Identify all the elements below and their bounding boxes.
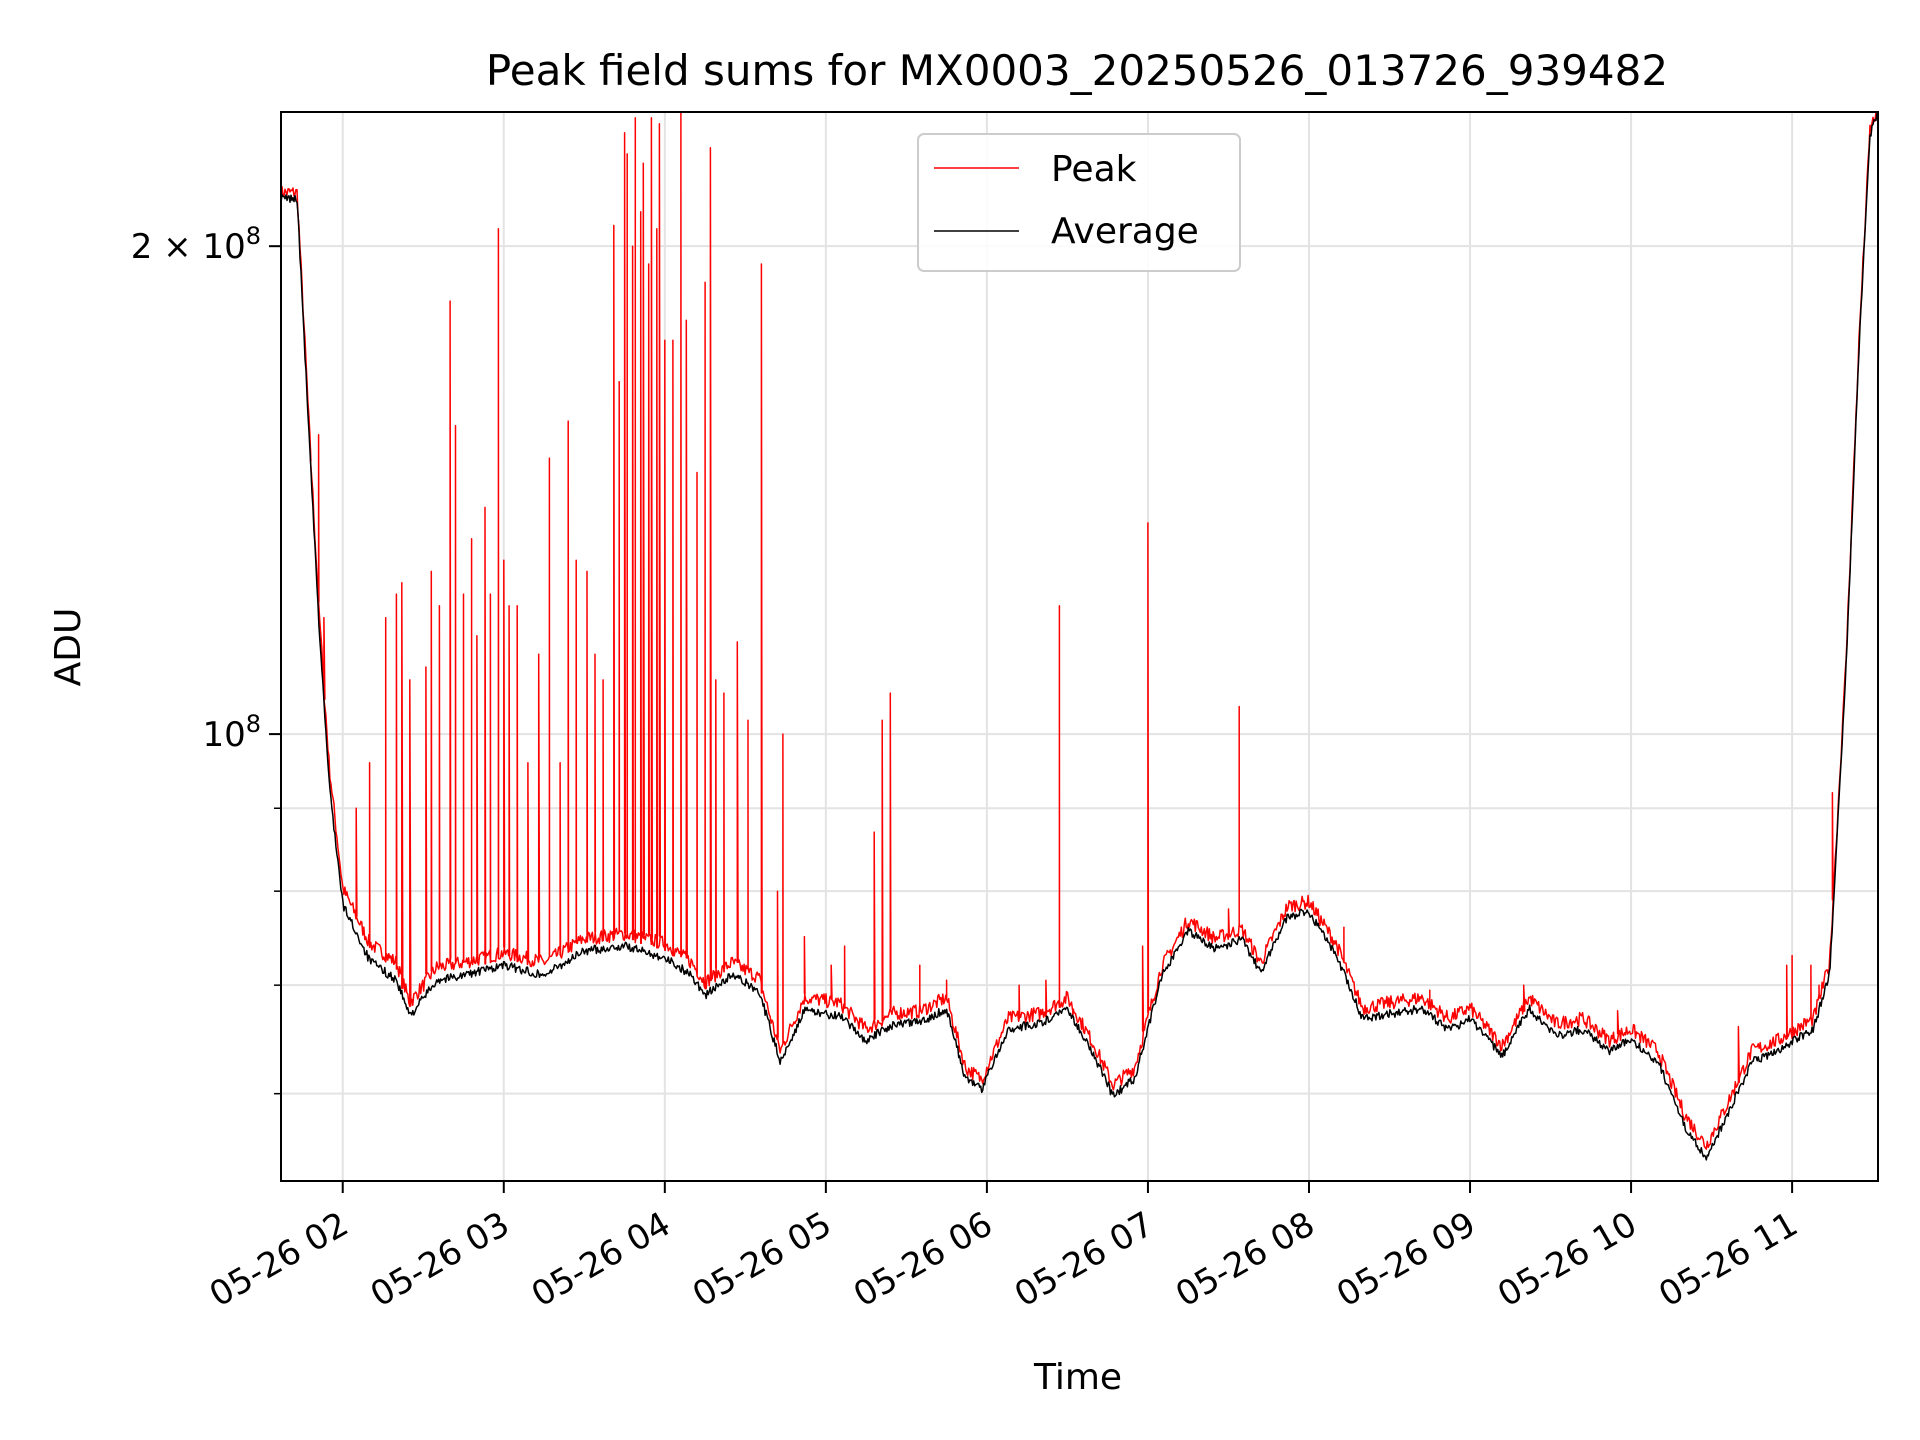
- series-line-average: [281, 112, 1878, 1161]
- chart-title: Peak field sums for MX0003_20250526_0137…: [486, 46, 1668, 95]
- y-axis-label: ADU: [48, 608, 89, 687]
- legend-label-peak: Peak: [1051, 149, 1137, 190]
- plot-frame: [280, 111, 1879, 1182]
- x-axis-label: Time: [1033, 1357, 1122, 1398]
- grid: [281, 112, 1878, 1181]
- series-layer: [281, 112, 1878, 1161]
- y-tick-label: 2 × 108: [131, 222, 261, 267]
- legend: Peak Average: [917, 133, 1241, 272]
- series-line-peak: [281, 112, 1877, 1150]
- legend-label-average: Average: [1051, 211, 1199, 252]
